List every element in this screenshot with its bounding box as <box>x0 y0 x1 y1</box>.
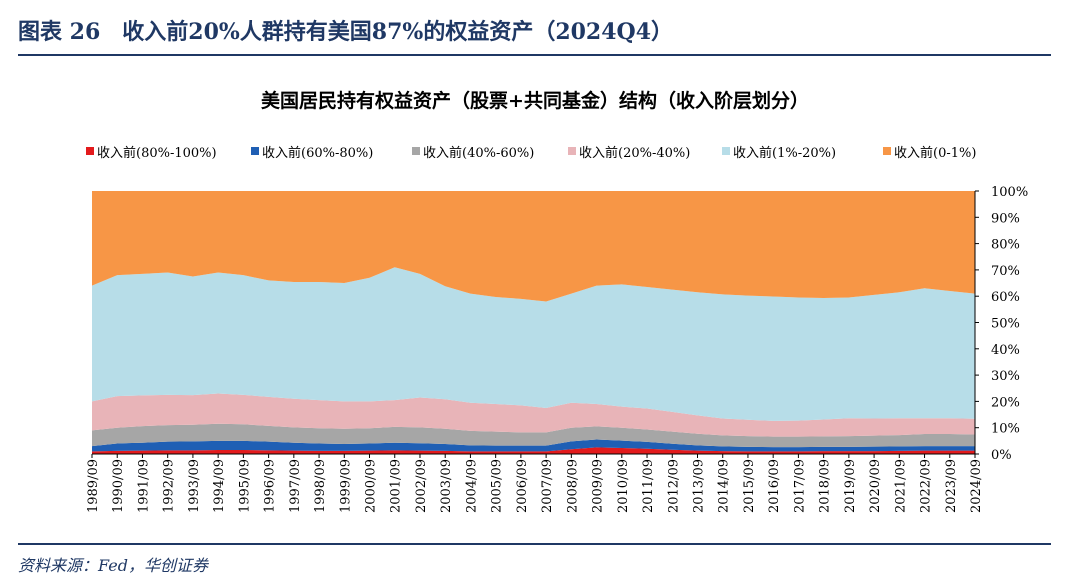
y-tick-label: 40% <box>991 343 1020 358</box>
x-tick-label: 2009/09 <box>591 459 606 513</box>
x-tick-label: 1999/09 <box>338 459 353 513</box>
legend-label: 收入前(1%-20%) <box>733 145 836 161</box>
x-tick-label: 1990/09 <box>111 459 126 513</box>
x-tick-label: 2017/09 <box>792 459 807 513</box>
x-tick-label: 2012/09 <box>666 459 681 513</box>
x-tick-label: 1998/09 <box>313 459 328 513</box>
x-tick-label: 2011/09 <box>641 459 656 513</box>
x-tick-label: 2023/09 <box>944 459 959 513</box>
legend-swatch <box>86 147 94 155</box>
legend-label: 收入前(20%-40%) <box>579 145 690 161</box>
legend-label: 收入前(0-1%) <box>894 145 976 161</box>
y-tick-label: 100% <box>991 185 1028 200</box>
legend-swatch <box>251 147 259 155</box>
top-rule <box>18 54 1051 56</box>
legend-swatch <box>568 147 576 155</box>
x-axis: 1989/09 1990/09 1991/09 1992/09 1993/09 1994/… <box>86 453 984 513</box>
y-tick-label: 10% <box>991 422 1020 437</box>
x-tick-label: 2004/09 <box>464 459 479 513</box>
stacked-area-chart: 美国居民持有权益资产（股票+共同基金）结构（收入阶层划分） 收入前(80%-10… <box>86 89 1028 513</box>
y-axis: 0% 10% 20% 30% 40% 50% 60% 70% 80% 90% 100% <box>974 185 1028 463</box>
figure-title: 图表 26 收入前20%人群持有美国87%的权益资产（2024Q4） <box>18 19 674 45</box>
x-tick-label: 2005/09 <box>490 459 505 513</box>
area-series-3 <box>92 393 975 437</box>
x-tick-label: 2020/09 <box>868 459 883 513</box>
y-tick-label: 30% <box>991 369 1020 384</box>
y-tick-label: 20% <box>991 395 1020 410</box>
legend-swatch <box>412 147 420 155</box>
x-tick-label: 2019/09 <box>843 459 858 513</box>
x-tick-label: 2022/09 <box>919 459 934 513</box>
x-tick-label: 2003/09 <box>439 459 454 513</box>
source-note: 资料来源：Fed，华创证券 <box>18 556 208 575</box>
x-tick-label: 2002/09 <box>414 459 429 513</box>
y-tick-label: 0% <box>991 448 1012 463</box>
chart-title: 美国居民持有权益资产（股票+共同基金）结构（收入阶层划分） <box>261 89 809 112</box>
x-tick-label: 1991/09 <box>136 459 151 513</box>
legend-swatch <box>722 147 730 155</box>
legend-swatch <box>883 147 891 155</box>
x-tick-label: 2015/09 <box>742 459 757 513</box>
x-tick-label: 2001/09 <box>389 459 404 513</box>
x-tick-label: 1993/09 <box>187 459 202 513</box>
x-tick-label: 2021/09 <box>893 459 908 513</box>
y-tick-label: 70% <box>991 264 1020 279</box>
area-series-4 <box>92 267 975 421</box>
y-tick-label: 60% <box>991 290 1020 305</box>
x-tick-label: 1989/09 <box>86 459 101 513</box>
x-tick-label: 2016/09 <box>767 459 782 513</box>
area-series-0 <box>92 447 975 454</box>
legend-label: 收入前(40%-60%) <box>423 145 534 161</box>
x-tick-label: 2007/09 <box>540 459 555 513</box>
y-tick-label: 90% <box>991 211 1020 226</box>
x-tick-label: 2006/09 <box>515 459 530 513</box>
x-tick-label: 1992/09 <box>162 459 177 513</box>
x-tick-label: 1994/09 <box>212 459 227 513</box>
x-tick-label: 2024/09 <box>969 459 984 513</box>
y-tick-label: 80% <box>991 238 1020 253</box>
area-series-5 <box>92 191 975 302</box>
legend-label: 收入前(60%-80%) <box>262 145 373 161</box>
area-series-1 <box>92 439 975 452</box>
x-tick-label: 1997/09 <box>288 459 303 513</box>
x-tick-label: 1995/09 <box>237 459 252 513</box>
legend: 收入前(80%-100%) 收入前(60%-80%) 收入前(40%-60%) 收入前… <box>86 145 976 161</box>
plot-area <box>92 191 975 454</box>
legend-label: 收入前(80%-100%) <box>97 145 217 161</box>
bottom-rule <box>18 543 1051 545</box>
y-tick-label: 50% <box>991 317 1020 332</box>
x-tick-label: 2000/09 <box>364 459 379 513</box>
x-tick-label: 2018/09 <box>818 459 833 513</box>
x-tick-label: 1996/09 <box>263 459 278 513</box>
x-tick-label: 2013/09 <box>691 459 706 513</box>
x-tick-label: 2008/09 <box>565 459 580 513</box>
area-series-2 <box>92 423 975 448</box>
x-tick-label: 2014/09 <box>717 459 732 513</box>
x-tick-label: 2010/09 <box>616 459 631 513</box>
